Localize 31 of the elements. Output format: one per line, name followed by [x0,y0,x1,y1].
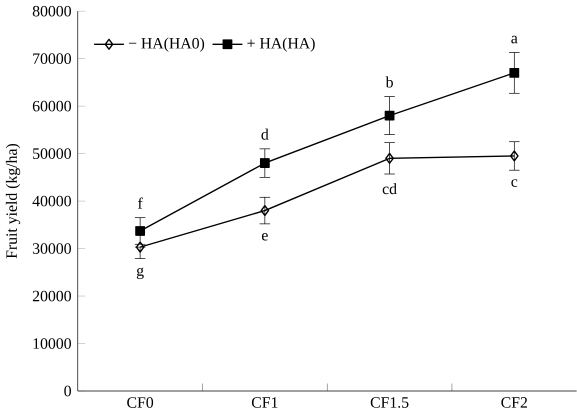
x-tick-label: CF0 [127,397,154,408]
y-tick-label: 0 [64,386,71,396]
legend-label: + HA(HA) [247,38,315,52]
annotation: e [262,233,268,241]
point [385,152,394,164]
y-tick-label: 40000 [32,196,71,207]
y-tick-label: 10000 [34,338,71,349]
point [384,110,394,121]
annotation: g [136,268,144,280]
y-tick-label: 50000 [33,148,71,160]
y-tick-label: 20000 [32,290,71,302]
point [260,205,270,216]
x-tick-label: CF1 [252,397,278,408]
point [510,150,519,162]
point [509,68,520,78]
y-tick-label: 30000 [32,243,71,254]
annotation: a [511,36,518,44]
x-tick-label: CF1.5 [370,397,408,408]
annotation: cd [382,183,397,194]
y-tick-label: 70000 [33,53,71,64]
annotation: d [261,128,269,140]
annotation: f [138,198,143,209]
y-axis-title: Fruit yield (kg/ha) [6,144,20,259]
x-tick-label: CF2 [501,397,527,408]
annotation: b [386,76,393,88]
legend-label: − HA(HA0) [128,38,204,52]
point [135,226,146,236]
annotation: c [511,179,518,188]
y-tick-label: 60000 [32,100,71,112]
point [260,158,270,168]
y-tick-label: 80000 [32,6,71,17]
